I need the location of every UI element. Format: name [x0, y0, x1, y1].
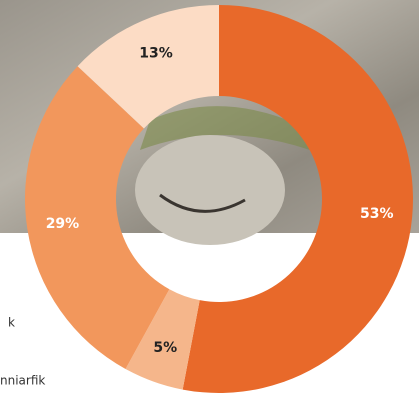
- photo-face: [135, 135, 285, 245]
- legend-fragment: nniarfik: [0, 374, 45, 388]
- donut-segment: [24, 66, 170, 370]
- data-label: 13%: [139, 46, 173, 62]
- donut-segment: [77, 5, 220, 129]
- legend-fragment: k: [8, 316, 15, 330]
- donut-segment: [182, 5, 413, 394]
- data-label: 53%: [360, 206, 394, 222]
- donut-chart: 53% 5% 29% 13%: [24, 5, 413, 394]
- photo-mouth: [159, 193, 246, 213]
- donut-segment: [125, 289, 200, 390]
- data-label: 29%: [46, 216, 80, 232]
- data-label: 5%: [153, 340, 177, 356]
- photo-grass: [140, 106, 310, 150]
